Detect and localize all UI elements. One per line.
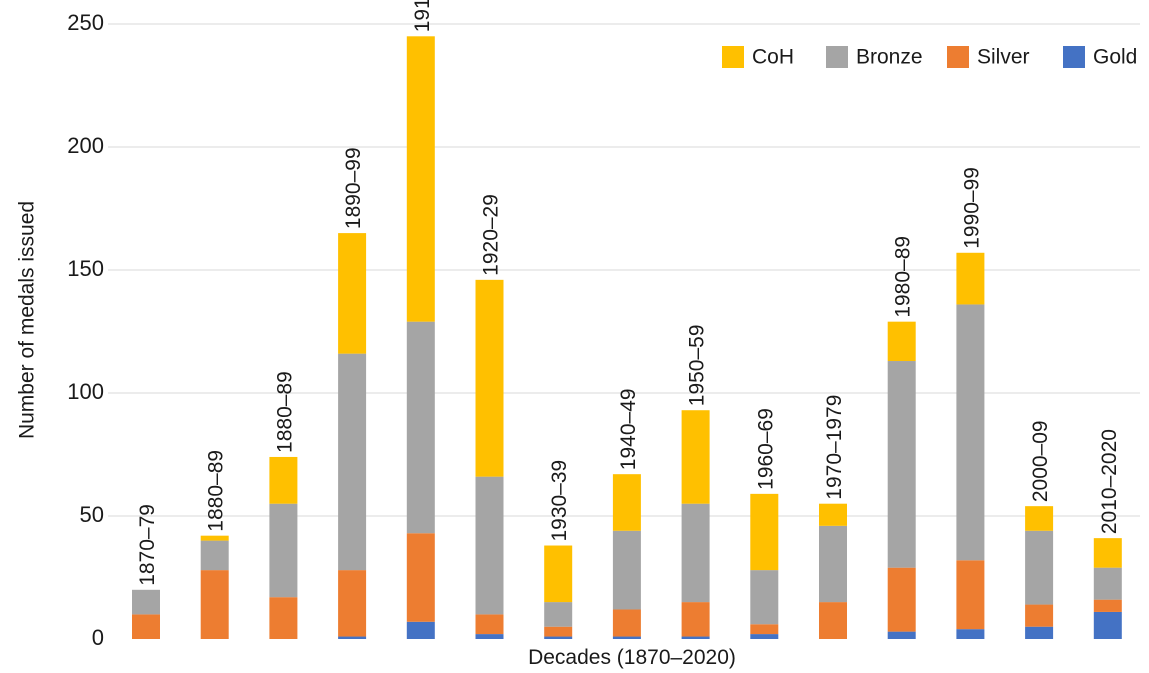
bar-category-label: 1910–19 xyxy=(411,0,434,32)
legend-label-silver: Silver xyxy=(977,46,1030,69)
y-axis-ticks: 0 50 100 150 200 250 xyxy=(67,10,104,650)
bar-category-label: 1890–99 xyxy=(342,147,365,229)
bar-segment-coh xyxy=(887,321,916,362)
bar-category-label: 1870–79 xyxy=(136,504,159,586)
bar-category-label: 1880–89 xyxy=(273,371,296,453)
x-axis-title: Decades (1870–2020) xyxy=(528,646,736,669)
y-tick-label: 0 xyxy=(92,625,104,650)
bar-segment-coh xyxy=(612,474,641,531)
legend-label-bronze: Bronze xyxy=(856,46,923,69)
bar-segment-gold xyxy=(750,634,779,639)
y-tick-label: 100 xyxy=(67,379,104,404)
bar-segment-coh xyxy=(819,503,847,526)
bar-segment-coh xyxy=(1093,538,1122,568)
bar-category-label: 2010–2020 xyxy=(1098,429,1121,534)
bar-category-label: 2000–09 xyxy=(1029,420,1052,502)
bar-segment-bronze xyxy=(819,525,847,603)
bar-segment-coh xyxy=(956,252,985,305)
bar-segment-silver xyxy=(200,570,229,639)
legend-swatch-coh xyxy=(722,46,744,68)
bar-segment-silver xyxy=(887,567,916,632)
bar-segment-gold xyxy=(681,636,710,639)
bar-category-label: 1940–49 xyxy=(617,388,640,470)
bar-segment-coh xyxy=(681,410,710,504)
legend-label-gold: Gold xyxy=(1093,46,1137,69)
bar-segment-silver xyxy=(1093,599,1122,612)
bar-segment-silver xyxy=(475,614,504,635)
legend: CoH Bronze Silver Gold xyxy=(722,46,1137,69)
y-tick-label: 200 xyxy=(67,133,104,158)
bar-segment-silver xyxy=(612,609,641,637)
bar-segment-bronze xyxy=(887,361,916,568)
bar-segment-gold xyxy=(1093,611,1122,639)
bar-segment-gold xyxy=(338,636,367,639)
bar-category-label: 1970–1979 xyxy=(823,395,846,500)
bar-segment-gold xyxy=(612,636,641,639)
bar-segment-silver xyxy=(544,626,573,637)
bar-segment-bronze xyxy=(612,530,641,610)
bar-segment-silver xyxy=(338,570,367,637)
bar-segment-coh xyxy=(750,493,779,571)
bar-segment-bronze xyxy=(750,570,779,625)
bar-segment-bronze xyxy=(956,304,985,561)
bar-segment-gold xyxy=(406,621,435,639)
bar-segment-coh xyxy=(544,545,573,603)
y-tick-label: 150 xyxy=(67,256,104,281)
bar-segment-bronze xyxy=(475,476,504,615)
bar-segment-bronze xyxy=(200,540,229,571)
bar-segment-coh xyxy=(200,535,229,541)
bar-category-label: 1920–29 xyxy=(480,194,503,276)
bar-segment-coh xyxy=(1025,506,1054,531)
y-tick-label: 50 xyxy=(80,502,104,527)
bar-segment-coh xyxy=(338,233,367,354)
bar-segment-gold xyxy=(887,631,916,639)
bar-category-label: 1990–99 xyxy=(960,167,983,249)
legend-swatch-silver xyxy=(947,46,969,68)
bar-category-label: 1880–89 xyxy=(205,450,228,532)
bar-segment-bronze xyxy=(338,353,367,571)
bar-segment-gold xyxy=(475,634,504,639)
bar-segment-gold xyxy=(544,636,573,639)
bar-segment-coh xyxy=(475,279,504,477)
bar-segment-silver xyxy=(819,602,847,639)
bar-segment-gold xyxy=(956,629,985,639)
bar-category-label: 1960–69 xyxy=(754,408,777,490)
bar-segment-silver xyxy=(956,560,985,630)
y-axis-title: Number of medals issued xyxy=(16,201,39,439)
bar-segment-silver xyxy=(132,614,160,639)
bar-category-labels: 1870–79 1880–89 1880–89 1890–99 1910–19 1920–… xyxy=(136,0,1121,586)
bar-category-label: 1950–59 xyxy=(686,324,709,406)
bar-category-label: 1980–89 xyxy=(892,236,915,318)
bar-segment-bronze xyxy=(681,503,710,603)
bar-segment-coh xyxy=(406,36,435,322)
bar-segment-silver xyxy=(750,624,779,635)
bar-segment-silver xyxy=(406,533,435,622)
bar-segment-bronze xyxy=(1093,567,1122,600)
bar-segment-bronze xyxy=(544,602,573,627)
bar-segment-bronze xyxy=(132,589,160,615)
legend-swatch-bronze xyxy=(826,46,848,68)
bars xyxy=(132,36,1122,639)
bar-segment-bronze xyxy=(406,321,435,534)
bar-segment-bronze xyxy=(1025,530,1054,605)
bar-segment-gold xyxy=(1025,626,1054,639)
bar-segment-silver xyxy=(1025,604,1054,627)
bar-segment-silver xyxy=(681,602,710,637)
legend-swatch-gold xyxy=(1063,46,1085,68)
bar-segment-bronze xyxy=(269,503,298,598)
bar-segment-silver xyxy=(269,597,298,639)
bar-segment-coh xyxy=(269,456,298,504)
bar-category-label: 1930–39 xyxy=(548,460,571,542)
y-tick-label: 250 xyxy=(67,10,104,35)
legend-label-coh: CoH xyxy=(752,46,794,69)
